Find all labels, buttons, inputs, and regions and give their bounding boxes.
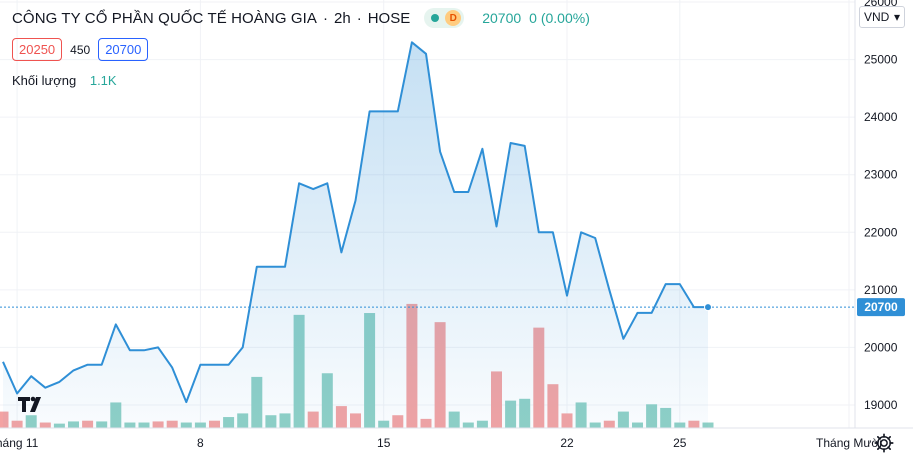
x-tick-label: 8 bbox=[197, 436, 204, 450]
last-price-dot bbox=[704, 303, 712, 312]
price-area-fill bbox=[3, 42, 708, 429]
x-tick-label: 25 bbox=[673, 436, 687, 450]
header-separator: · bbox=[323, 9, 329, 27]
x-tick-label: 15 bbox=[377, 436, 391, 450]
bid-button[interactable]: 20250 bbox=[12, 38, 63, 61]
x-tick-label: háng 11 bbox=[0, 436, 39, 450]
y-tick-label: 26000 bbox=[864, 0, 898, 9]
interval-label[interactable]: 2h bbox=[334, 9, 351, 27]
y-tick-label: 20000 bbox=[864, 340, 898, 354]
volume-legend[interactable]: Khối lượng 1.1K bbox=[12, 73, 117, 88]
x-tick-label: 22 bbox=[560, 436, 574, 450]
price-line bbox=[2, 41, 708, 404]
quote-row: 20250 450 20700 bbox=[12, 38, 149, 61]
y-tick-label: 23000 bbox=[864, 168, 898, 182]
chevron-down-icon: ▾ bbox=[893, 10, 900, 24]
gear-icon[interactable] bbox=[873, 432, 895, 454]
time-axis[interactable]: háng 11 8 15 22 25 Tháng Mười bbox=[0, 436, 882, 450]
tradingview-logo-icon[interactable] bbox=[16, 392, 44, 416]
y-tick-label: 22000 bbox=[864, 225, 898, 239]
y-tick-label: 25000 bbox=[864, 53, 898, 67]
symbol-title[interactable]: CÔNG TY CỔ PHẦN QUỐC TẾ HOÀNG GIA bbox=[12, 9, 318, 27]
spread-value: 450 bbox=[70, 42, 91, 57]
ask-button[interactable]: 20700 bbox=[98, 38, 149, 61]
exchange-label: HOSE bbox=[367, 9, 411, 27]
volume-value: 1.1K bbox=[89, 73, 117, 88]
currency-label: VND bbox=[864, 10, 890, 24]
y-tick-label: 21000 bbox=[864, 283, 898, 297]
header-separator: · bbox=[356, 9, 362, 27]
y-tick-label: 19000 bbox=[864, 398, 898, 412]
price-axis[interactable]: 19000 20000 21000 22000 23000 24000 25000 26000 bbox=[864, 0, 898, 412]
x-tick-label: Tháng Mười bbox=[816, 436, 882, 450]
last-price: 20700 bbox=[482, 10, 522, 26]
currency-select[interactable]: VND ▾ bbox=[859, 6, 905, 28]
market-status[interactable]: D bbox=[424, 8, 465, 28]
price-change: 0 (0.00%) bbox=[529, 10, 590, 26]
market-open-dot-icon bbox=[431, 14, 440, 22]
last-price-tag: 20700 bbox=[857, 298, 905, 317]
volume-label: Khối lượng bbox=[12, 73, 77, 88]
delayed-data-badge: D bbox=[445, 10, 462, 26]
y-tick-label: 24000 bbox=[864, 110, 898, 124]
last-price-tag-label: 20700 bbox=[864, 300, 898, 314]
symbol-header: CÔNG TY CỔ PHẦN QUỐC TẾ HOÀNG GIA · 2h ·… bbox=[12, 8, 590, 28]
